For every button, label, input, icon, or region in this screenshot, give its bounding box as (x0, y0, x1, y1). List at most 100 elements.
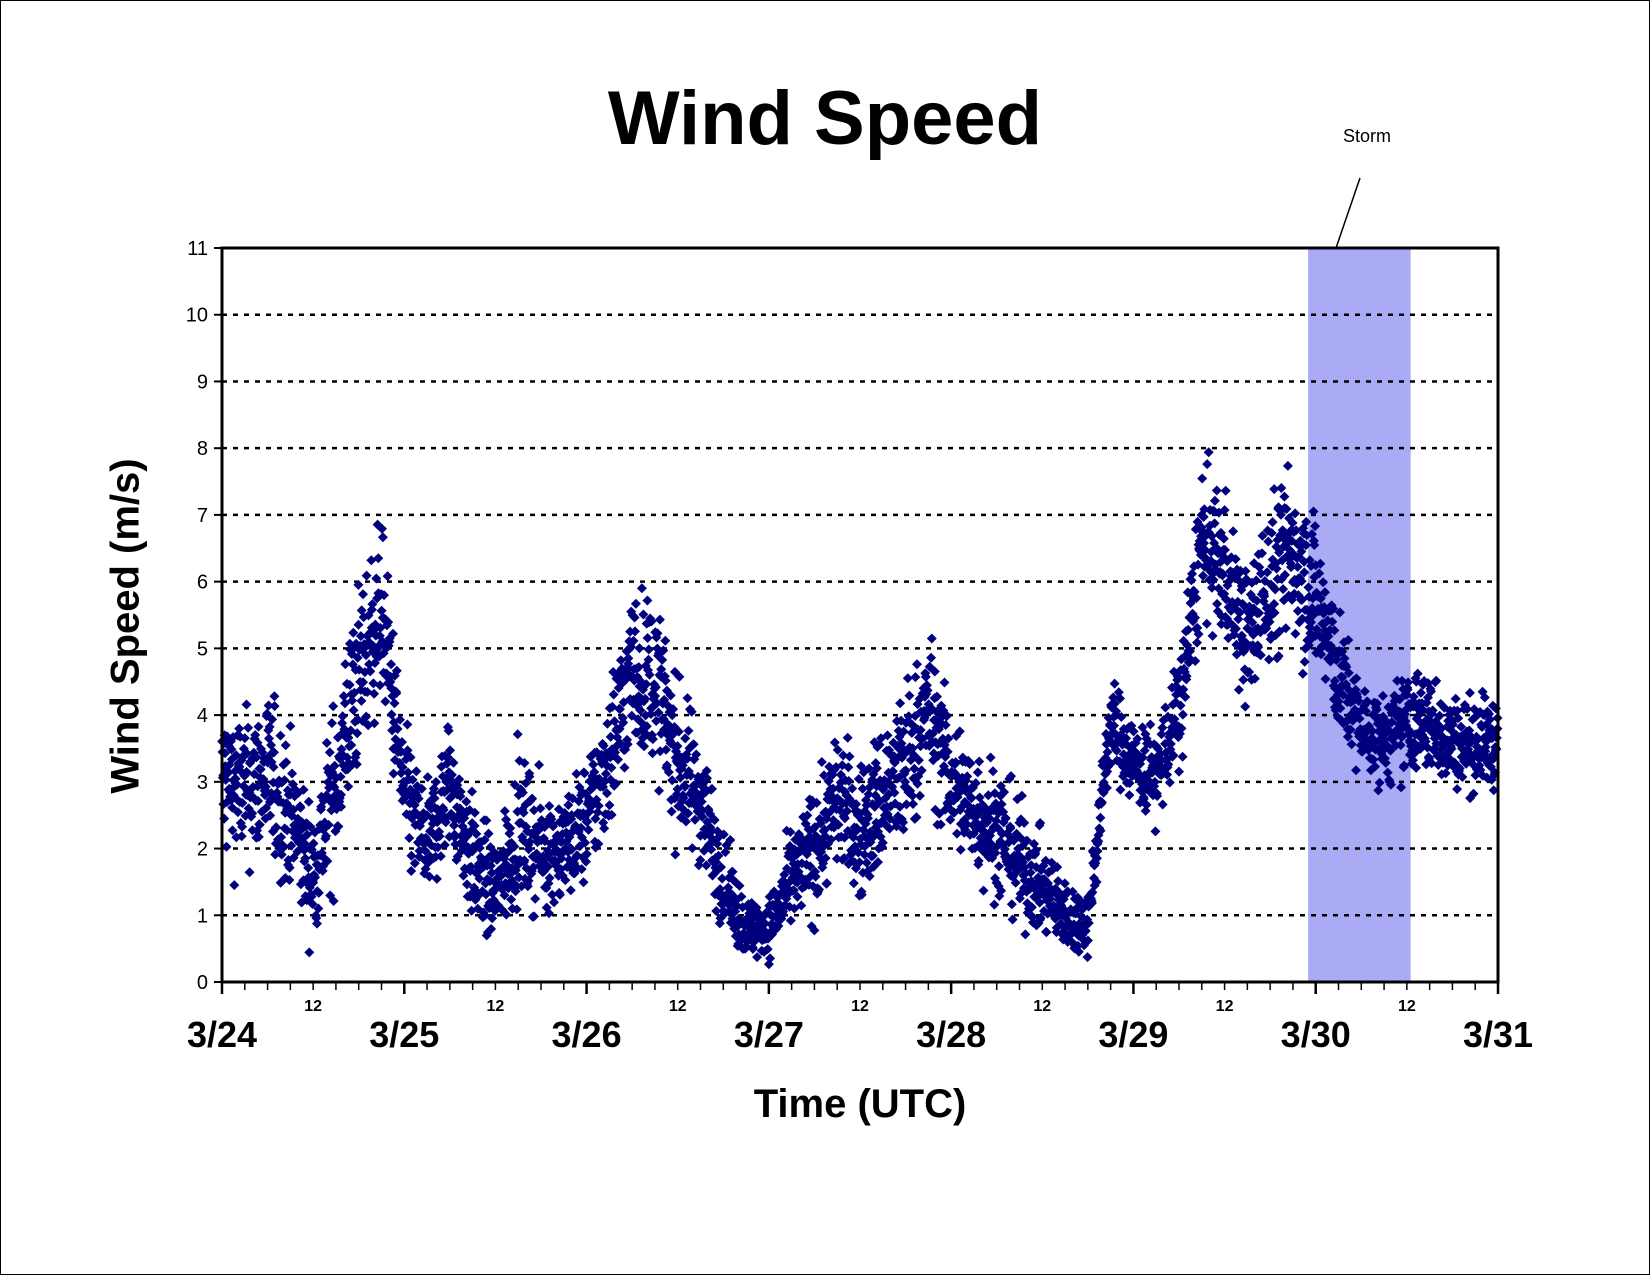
data-point (431, 873, 442, 884)
data-point (1329, 676, 1340, 686)
data-point (1187, 568, 1197, 579)
data-point (519, 758, 530, 768)
data-point (313, 887, 324, 898)
data-point (1488, 753, 1499, 764)
data-point (321, 737, 332, 748)
data-point (336, 801, 347, 812)
data-point (1426, 686, 1436, 697)
data-point (691, 749, 702, 760)
data-point (1157, 722, 1168, 733)
data-point (833, 819, 844, 830)
data-point (747, 943, 758, 954)
data-point (718, 829, 729, 840)
data-point (506, 894, 517, 905)
data-point (333, 821, 344, 832)
data-point (838, 750, 849, 761)
data-point (701, 765, 712, 776)
data-point (1281, 504, 1292, 514)
data-point (678, 792, 689, 803)
data-point (321, 831, 332, 841)
y-tick-label: 4 (197, 705, 208, 727)
data-point (909, 763, 920, 774)
data-point (409, 800, 420, 810)
data-point (1415, 743, 1426, 754)
data-point (563, 800, 574, 810)
x-date-label: 3/30 (1281, 1014, 1351, 1055)
data-point (873, 857, 883, 868)
data-point (253, 721, 264, 732)
data-point (1299, 567, 1310, 578)
data-point (1183, 624, 1194, 635)
data-point (765, 953, 776, 964)
data-point (1270, 584, 1281, 595)
data-point (221, 841, 232, 852)
data-point (462, 879, 472, 890)
data-point (303, 862, 314, 873)
data-point (347, 695, 358, 706)
data-point (651, 698, 662, 709)
data-point (386, 709, 397, 720)
data-point (1160, 702, 1171, 713)
data-point (529, 911, 540, 922)
data-point (1176, 723, 1187, 734)
data-point (973, 855, 984, 866)
data-point (566, 844, 577, 855)
data-point (1407, 755, 1418, 766)
y-axis: 0 1 2 3 4 5 6 7 8 9 10 11 (186, 238, 222, 994)
data-point (523, 844, 534, 855)
data-point (1328, 603, 1339, 614)
data-point (1208, 574, 1219, 585)
data-point (912, 659, 922, 670)
data-point (404, 833, 415, 843)
data-point (1368, 754, 1379, 765)
data-point (785, 827, 796, 837)
data-point (229, 880, 240, 891)
data-point (613, 754, 623, 765)
data-point (443, 725, 454, 736)
data-point (397, 737, 407, 748)
data-point (760, 918, 770, 929)
data-point (1000, 813, 1011, 824)
data-point (348, 705, 359, 716)
data-point (1263, 536, 1274, 547)
data-point (661, 744, 671, 755)
data-point (1190, 612, 1200, 623)
data-point (1141, 799, 1152, 810)
data-point (414, 845, 425, 856)
data-point (275, 730, 286, 741)
data-point (391, 688, 402, 699)
data-point (707, 783, 717, 794)
data-point (1255, 650, 1266, 661)
data-point (1396, 782, 1407, 793)
data-point (499, 806, 510, 817)
data-point (284, 862, 295, 873)
data-point (636, 583, 647, 594)
data-point (336, 789, 346, 800)
data-point (253, 831, 264, 842)
data-point (505, 823, 516, 834)
data-point (717, 873, 728, 884)
data-point (286, 840, 297, 851)
data-point (1343, 635, 1354, 645)
data-point (1217, 568, 1228, 579)
data-point (1249, 673, 1260, 684)
data-point (653, 707, 664, 718)
data-point (298, 784, 309, 795)
data-point (656, 664, 667, 675)
data-point (736, 891, 747, 902)
data-point (640, 693, 651, 704)
data-point (974, 756, 985, 767)
data-point (1335, 703, 1346, 714)
data-point (819, 770, 829, 781)
data-point (367, 599, 378, 610)
data-point (588, 759, 599, 770)
data-point (898, 726, 909, 737)
data-point (1303, 582, 1314, 593)
data-point (271, 822, 282, 833)
data-point (805, 861, 816, 872)
data-point (673, 726, 684, 737)
data-point (413, 793, 424, 804)
data-point (236, 831, 247, 842)
data-point (593, 838, 604, 849)
